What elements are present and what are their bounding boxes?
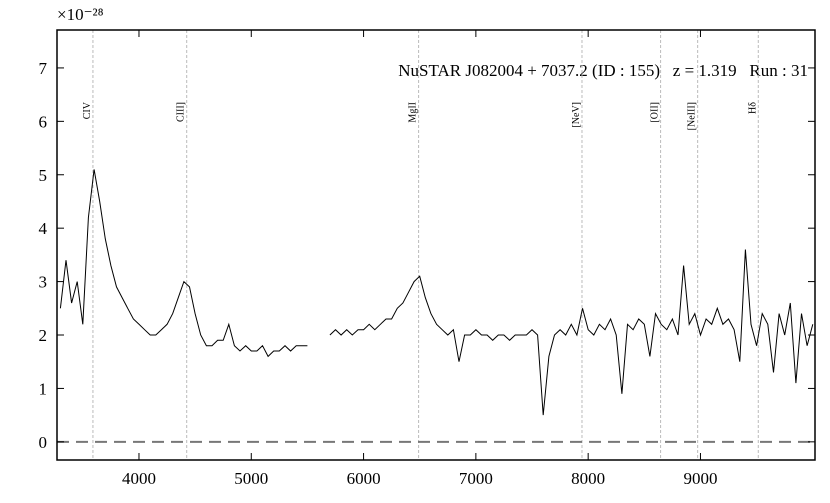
y-tick-label: 0 <box>39 433 48 452</box>
annotation-label: [NeIII] <box>687 102 698 130</box>
y-tick-label: 2 <box>39 326 48 345</box>
y-tick-label: 6 <box>39 112 48 131</box>
x-tick-label: 6000 <box>347 469 381 488</box>
annotation-label: [OII] <box>650 102 661 123</box>
annotation-label: [NeV] <box>571 102 582 128</box>
y-tick-label: 4 <box>39 219 48 238</box>
spectrum-line <box>59 169 814 416</box>
plot-frame <box>56 29 816 461</box>
x-tick-label: 5000 <box>234 469 268 488</box>
x-tick-label: 4000 <box>122 469 156 488</box>
annotation-label: CIII] <box>176 102 187 122</box>
annotation-label: CIV <box>82 101 93 119</box>
annotation-label: MgII <box>408 102 419 123</box>
y-tick-label: 7 <box>39 59 48 78</box>
annotation-label: Hδ <box>747 102 758 114</box>
offset-label: ×10⁻²⁸ <box>57 5 104 24</box>
chart-title: NuSTAR J082004 + 7037.2 (ID : 155) z = 1… <box>398 61 808 80</box>
x-tick-label: 9000 <box>683 469 717 488</box>
x-tick-label: 8000 <box>571 469 605 488</box>
y-tick-label: 5 <box>39 166 48 185</box>
y-tick-label: 1 <box>39 379 48 398</box>
y-tick-label: 3 <box>39 273 48 292</box>
x-tick-label: 7000 <box>459 469 493 488</box>
